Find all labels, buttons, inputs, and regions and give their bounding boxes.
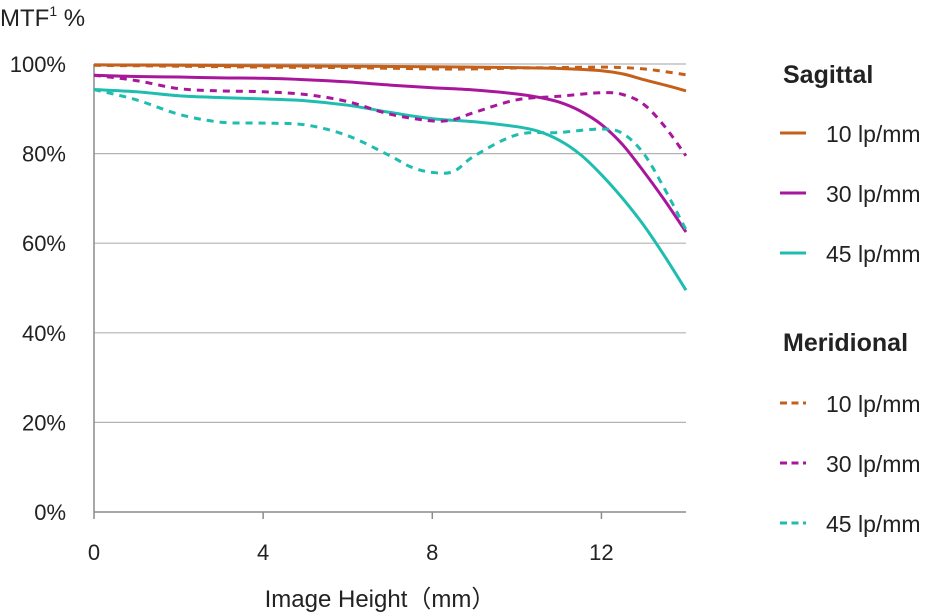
legend-label: 45 lp/mm bbox=[826, 511, 921, 537]
legend-label: 45 lp/mm bbox=[826, 241, 921, 267]
legend-label: 30 lp/mm bbox=[826, 181, 921, 207]
y-tick-label: 60% bbox=[22, 231, 66, 256]
axes: 0% 20% 40% 60% 80% 100% 0 4 8 12 bbox=[10, 52, 686, 565]
legend-label: 30 lp/mm bbox=[826, 451, 921, 477]
meridional-10lpmm-line bbox=[93, 63, 687, 77]
legend: Sagittal 10 lp/mm 30 lp/mm 45 lp/mm Meridion… bbox=[780, 61, 921, 537]
legend-label: 10 lp/mm bbox=[826, 391, 921, 417]
x-tick-label: 12 bbox=[589, 540, 613, 565]
x-axis-title: Image Height（mm） bbox=[265, 586, 496, 613]
y-tick-label: 100% bbox=[10, 52, 66, 77]
y-tick-label: 40% bbox=[22, 321, 66, 346]
y-tick-label: 0% bbox=[34, 500, 66, 525]
meridional-30lpmm-line bbox=[93, 73, 688, 157]
y-axis-title: MTF1 % bbox=[0, 3, 85, 32]
series-lines bbox=[93, 63, 688, 291]
x-tick-label: 0 bbox=[88, 540, 100, 565]
gridlines bbox=[94, 63, 686, 423]
y-tick-label: 20% bbox=[22, 410, 66, 435]
y-tick-label: 80% bbox=[22, 142, 66, 167]
legend-title: Meridional bbox=[783, 329, 908, 357]
x-tick-label: 8 bbox=[426, 540, 438, 565]
legend-label: 10 lp/mm bbox=[826, 121, 921, 147]
sagittal-30lpmm-line bbox=[93, 73, 688, 233]
meridional-45lpmm-line bbox=[93, 88, 688, 231]
x-tick-label: 4 bbox=[257, 540, 269, 565]
legend-title: Sagittal bbox=[783, 61, 873, 89]
sagittal-45lpmm-line bbox=[93, 88, 688, 291]
